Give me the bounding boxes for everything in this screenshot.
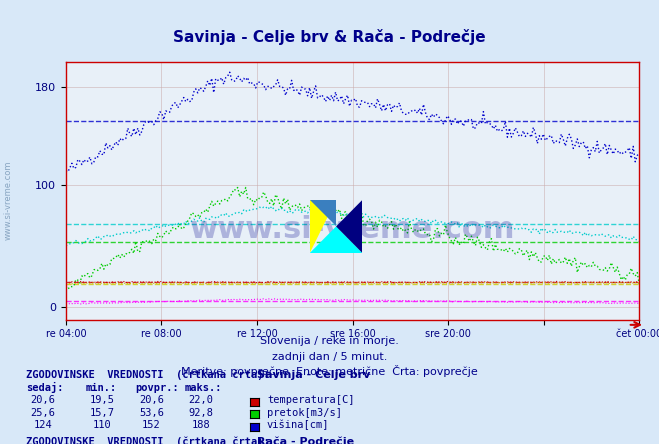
Text: Rača - Podrečje: Rača - Podrečje — [257, 436, 354, 444]
Text: pretok[m3/s]: pretok[m3/s] — [267, 408, 342, 418]
Text: Slovenija / reke in morje.: Slovenija / reke in morje. — [260, 336, 399, 346]
Text: 92,8: 92,8 — [188, 408, 214, 418]
Text: 124: 124 — [34, 420, 52, 430]
Text: www.si-vreme.com: www.si-vreme.com — [3, 160, 13, 240]
Text: 20,6: 20,6 — [139, 395, 164, 405]
Text: www.si-vreme.com: www.si-vreme.com — [190, 215, 515, 244]
Text: ZGODOVINSKE  VREDNOSTI  (črtkana črta):: ZGODOVINSKE VREDNOSTI (črtkana črta): — [26, 436, 270, 444]
Text: 19,5: 19,5 — [90, 395, 115, 405]
Text: 22,0: 22,0 — [188, 395, 214, 405]
Text: 25,6: 25,6 — [30, 408, 55, 418]
Text: maks.:: maks.: — [185, 383, 222, 393]
Text: višina[cm]: višina[cm] — [267, 420, 330, 430]
Text: sedaj:: sedaj: — [26, 382, 64, 393]
Text: Meritve: povprečne  Enote: metrične  Črta: povprečje: Meritve: povprečne Enote: metrične Črta:… — [181, 365, 478, 377]
Text: min.:: min.: — [86, 383, 117, 393]
Text: 15,7: 15,7 — [90, 408, 115, 418]
Text: 152: 152 — [142, 420, 161, 430]
Text: 53,6: 53,6 — [139, 408, 164, 418]
Text: povpr.:: povpr.: — [135, 383, 179, 393]
Text: Savinja - Celje brv & Rača - Podrečje: Savinja - Celje brv & Rača - Podrečje — [173, 29, 486, 45]
Polygon shape — [310, 200, 336, 253]
Text: ZGODOVINSKE  VREDNOSTI  (črtkana črta):: ZGODOVINSKE VREDNOSTI (črtkana črta): — [26, 370, 270, 381]
Polygon shape — [336, 200, 362, 253]
Text: 110: 110 — [93, 420, 111, 430]
Text: zadnji dan / 5 minut.: zadnji dan / 5 minut. — [272, 352, 387, 362]
Text: temperatura[C]: temperatura[C] — [267, 395, 355, 405]
Polygon shape — [310, 200, 336, 226]
Text: 20,6: 20,6 — [30, 395, 55, 405]
Text: 188: 188 — [192, 420, 210, 430]
Text: Savinja - Celje brv: Savinja - Celje brv — [257, 370, 370, 381]
Polygon shape — [310, 226, 362, 253]
